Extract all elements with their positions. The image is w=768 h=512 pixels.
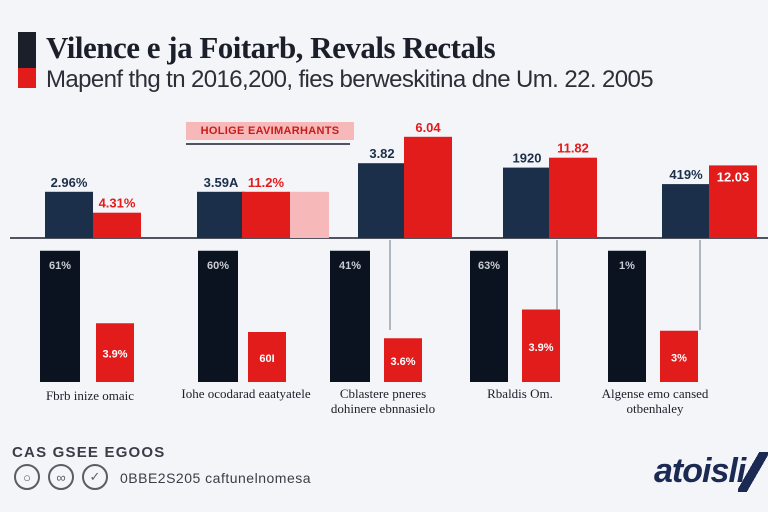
upper-bar-b-3	[404, 136, 452, 238]
lower-value-label-a-4: 63%	[478, 260, 500, 272]
footer-label: CAS GSEE EGOOS	[12, 444, 166, 461]
upper-value-label-b-4: 11.82	[557, 141, 589, 156]
upper-bar-a-2	[197, 191, 245, 238]
lower-value-label-b-4: 3.9%	[528, 342, 553, 354]
footer-source: 0BBE2S205 caftunelnomesa	[120, 470, 312, 486]
title-accent-dark	[18, 32, 36, 68]
lower-bar-a-1	[40, 250, 80, 382]
lower-value-label-a-5: 1%	[619, 260, 635, 272]
upper-bar-a-5	[662, 184, 710, 238]
upper-value-label-a-3: 3.82	[369, 146, 394, 161]
upper-bar-b-1	[93, 212, 141, 238]
lower-bar-a-3	[330, 250, 370, 382]
upper-extra-bar	[287, 191, 329, 238]
upper-value-label-a-2: 3.59A	[204, 175, 239, 190]
lower-value-label-b-2: 60I	[259, 353, 274, 365]
page-title: Vilence e ja Foitarb, Revals Rectals	[46, 30, 496, 65]
upper-bar-a-1	[45, 191, 93, 238]
upper-value-label-b-5: 12.03	[717, 169, 750, 184]
lower-value-label-a-2: 60%	[207, 260, 229, 272]
brand-logo: atoisli	[654, 452, 746, 490]
lower-value-label-b-5: 3%	[671, 352, 687, 364]
category-label-3: Cblastere pneres dohinere ebnnasielo	[330, 386, 436, 416]
upper-value-label-b-3: 6.04	[415, 120, 441, 135]
upper-bar-b-2	[242, 191, 290, 238]
title-accent-mark	[18, 32, 36, 88]
upper-value-label-a-5: 419%	[669, 167, 703, 182]
page-subtitle: Mapenf thg tn 2016,200, fies berweskitin…	[46, 66, 654, 93]
category-label-5: Algense emo cansed otbenhaley	[601, 386, 709, 416]
category-label-2: Iohe ocodarad eaatyatele	[181, 386, 311, 401]
category-label-4: Rbaldis Om.	[487, 386, 553, 401]
chart-banner: HOLIGE EAVIMARHANTS	[186, 122, 354, 140]
lower-bar-b-3	[384, 338, 422, 382]
lower-bar-b-2	[248, 332, 286, 382]
upper-bar-a-4	[503, 167, 551, 238]
upper-value-label-a-1: 2.96%	[51, 175, 88, 190]
share-icon[interactable]: ○	[14, 464, 40, 490]
upper-bar-b-4	[549, 157, 597, 238]
lower-value-label-a-1: 61%	[49, 260, 71, 272]
category-label-1: Fbrb inize omaic	[45, 388, 135, 403]
brand-slash-icon	[738, 452, 768, 492]
lower-bar-b-4	[522, 309, 560, 382]
lower-bar-b-1	[96, 323, 134, 382]
lower-bar-b-5	[660, 330, 698, 382]
title-accent-red	[18, 68, 36, 88]
lower-bar-a-2	[198, 250, 238, 382]
lower-value-label-b-3: 3.6%	[390, 356, 415, 368]
lower-bar-a-5	[608, 250, 646, 382]
upper-value-label-b-1: 4.31%	[99, 196, 136, 211]
lower-bar-a-4	[470, 250, 508, 382]
upper-bar-a-3	[358, 163, 406, 238]
upper-bar-b-5	[709, 165, 757, 238]
check-icon[interactable]: ✓	[82, 464, 108, 490]
lower-value-label-b-1: 3.9%	[102, 349, 127, 361]
upper-value-label-a-4: 1920	[513, 151, 542, 166]
lower-value-label-a-3: 41%	[339, 260, 361, 272]
link-icon[interactable]: ∞	[48, 464, 74, 490]
upper-value-label-b-2: 11.2%	[248, 175, 285, 190]
